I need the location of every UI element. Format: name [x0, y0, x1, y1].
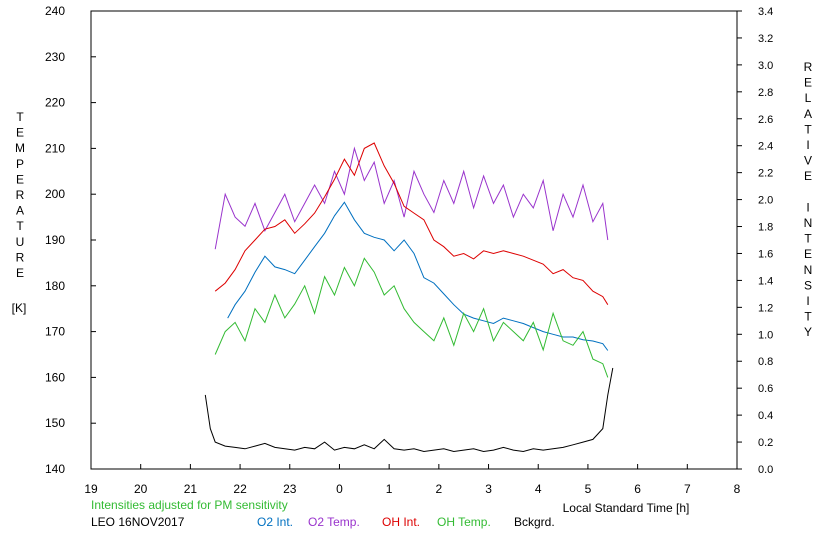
left-title-letter: U — [16, 235, 25, 249]
left-title-letter: T — [16, 219, 24, 233]
right-title-letter: Y — [804, 325, 812, 339]
x-tick-label: 7 — [684, 482, 691, 496]
left-tick-label: 190 — [45, 233, 65, 247]
left-tick-label: 220 — [45, 96, 65, 110]
left-tick-label: 180 — [45, 279, 65, 293]
legend-entry: OH Temp. — [437, 515, 491, 529]
x-tick-label: 3 — [485, 482, 492, 496]
plot-border — [90, 10, 738, 470]
legend-entry: Bckgrd. — [514, 515, 555, 529]
right-title-letter: I — [806, 138, 809, 152]
right-tick-label: 2.4 — [758, 141, 773, 153]
series-bckgrd — [204, 367, 614, 453]
station-date: LEO 16NOV2017 — [91, 515, 185, 529]
left-tick-label: 160 — [45, 370, 65, 384]
x-tick-label: 1 — [386, 482, 393, 496]
x-tick-label: 6 — [634, 482, 641, 496]
left-tick-label: 150 — [45, 416, 65, 430]
left-title-letter: E — [16, 172, 24, 186]
right-title-letter: T — [804, 310, 812, 324]
x-tick-label: 19 — [84, 482, 98, 496]
left-title-letter: P — [16, 157, 24, 171]
series-o2-int — [227, 201, 609, 351]
right-title-letter: T — [804, 122, 812, 136]
right-title-letter: E — [804, 247, 812, 261]
legend-entry: O2 Int. — [257, 515, 293, 529]
right-title-letter: S — [804, 278, 812, 292]
right-tick-label: 3.2 — [758, 33, 773, 45]
right-tick-label: 2.0 — [758, 195, 773, 207]
right-tick-label: 0.8 — [758, 356, 773, 368]
right-tick-label: 1.8 — [758, 222, 773, 234]
left-axis-unit: [K] — [12, 301, 27, 315]
legend-entry: O2 Temp. — [308, 515, 360, 529]
x-tick-label: 21 — [184, 482, 198, 496]
right-tick-label: 1.0 — [758, 329, 773, 341]
left-axis: 140 150 160 170 180 190 200 210 220 230 240 — [45, 4, 96, 476]
right-tick-label: 0.4 — [758, 410, 773, 422]
right-tick-label: 2.8 — [758, 87, 773, 99]
series-o2-temp — [214, 146, 609, 250]
right-title-letter: E — [804, 76, 812, 90]
right-tick-label: 0.2 — [758, 437, 773, 449]
left-tick-label: 230 — [45, 50, 65, 64]
right-title-letter: E — [804, 169, 812, 183]
x-tick-label: 20 — [134, 482, 148, 496]
series-oh-temp — [214, 257, 609, 378]
legend: Intensities adjusted for PM sensitivity L… — [91, 498, 555, 529]
series-oh-int — [214, 142, 609, 305]
x-tick-label: 23 — [283, 482, 297, 496]
left-tick-label: 210 — [45, 141, 65, 155]
right-title-letter: I — [806, 200, 809, 214]
x-tick-label: 5 — [585, 482, 592, 496]
x-tick-label: 4 — [535, 482, 542, 496]
plot-frame — [90, 10, 738, 470]
left-tick-label: 200 — [45, 187, 65, 201]
right-tick-label: 1.6 — [758, 248, 773, 260]
left-title-letter: R — [16, 188, 25, 202]
right-title-letter: A — [804, 107, 812, 121]
left-tick-label: 170 — [45, 325, 65, 339]
x-tick-label: 2 — [436, 482, 443, 496]
right-title-letter: R — [804, 60, 813, 74]
left-title-letter: M — [15, 141, 25, 155]
left-title-letter: A — [16, 204, 24, 218]
left-tick-label: 140 — [45, 462, 65, 476]
x-tick-label: 22 — [233, 482, 247, 496]
right-tick-label: 3.4 — [758, 6, 773, 18]
left-title-letter: E — [16, 266, 24, 280]
right-tick-label: 0.6 — [758, 383, 773, 395]
right-title-letter: N — [804, 263, 813, 277]
right-axis: 0.0 0.2 0.4 0.6 0.8 1.0 1.2 1.4 1.6 1.8 2.0 2.2 2.4 2… — [737, 6, 773, 476]
x-axis-label: Local Standard Time [h] — [563, 501, 690, 515]
right-title-letter: L — [805, 91, 812, 105]
right-tick-label: 3.0 — [758, 60, 773, 72]
right-tick-label: 0.0 — [758, 464, 773, 476]
right-title-letter: N — [804, 216, 813, 230]
x-tick-label: 8 — [734, 482, 741, 496]
left-title-letter: T — [16, 110, 24, 124]
right-title-letter: V — [804, 154, 812, 168]
right-title-letter: I — [806, 294, 809, 308]
left-title-letter: E — [16, 126, 24, 140]
right-title-letter: T — [804, 232, 812, 246]
series-layer — [204, 142, 614, 453]
left-title-letter: R — [16, 250, 25, 264]
legend-entry: OH Int. — [382, 515, 420, 529]
right-tick-label: 1.4 — [758, 275, 773, 287]
right-tick-label: 1.2 — [758, 302, 773, 314]
pm-sensitivity-note: Intensities adjusted for PM sensitivity — [91, 498, 288, 512]
right-tick-label: 2.6 — [758, 114, 773, 126]
left-tick-label: 240 — [45, 4, 65, 18]
right-tick-label: 2.2 — [758, 168, 773, 180]
x-tick-label: 0 — [336, 482, 343, 496]
